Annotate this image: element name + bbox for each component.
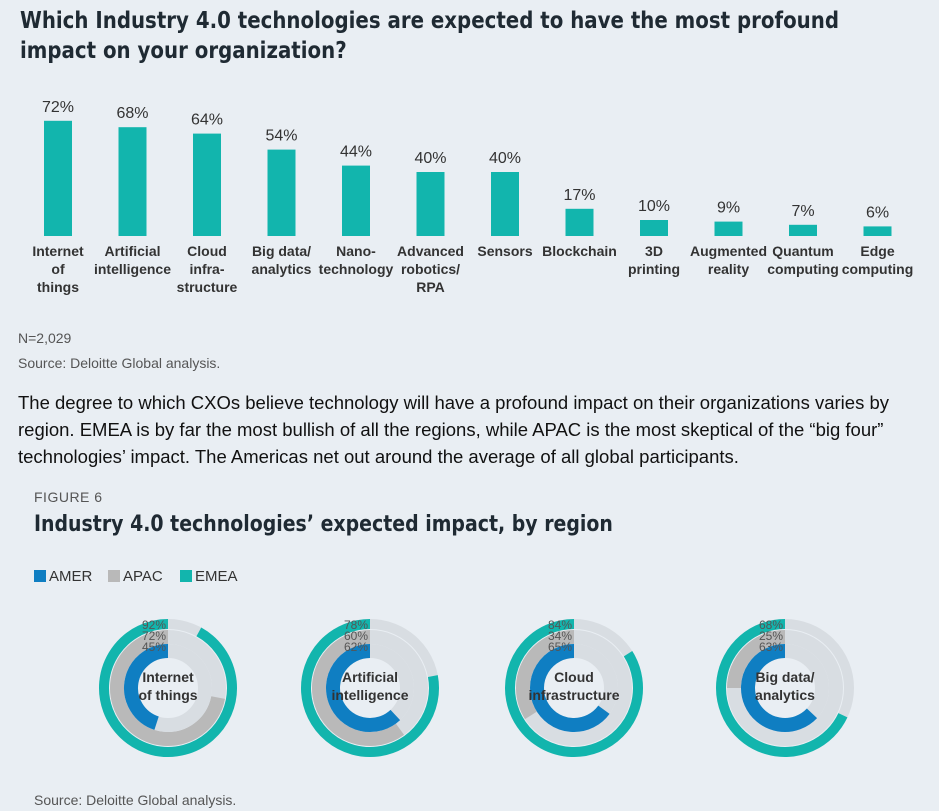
ring-arc-amer	[326, 644, 401, 732]
ring-value-label: 62%	[344, 640, 368, 654]
legend-swatch-amer	[34, 570, 46, 582]
category-label: Advanced robotics/RPA	[397, 243, 464, 295]
body-paragraph: The degree to which CXOs believe technol…	[18, 392, 890, 467]
ring-value-label: 78%	[344, 618, 368, 632]
ring-track	[741, 644, 829, 732]
ring-arc-amer	[124, 644, 169, 730]
radial-panel: 78%60%62% Artificial intelligence	[301, 618, 439, 757]
category-label: Sensors	[477, 243, 532, 259]
radial-panel: 92%72%45% Internet of things	[99, 618, 237, 757]
ring-track	[312, 630, 428, 746]
bar	[267, 149, 296, 236]
category-label: Cloud infra-structure	[177, 243, 238, 295]
category-label: Big data/analytics	[252, 243, 312, 277]
bar	[416, 172, 445, 236]
bar	[193, 133, 221, 236]
bar	[714, 221, 743, 236]
legend-label-apac: APAC	[123, 568, 163, 585]
bar-value-label: 17%	[563, 187, 595, 204]
category-label: Quantum computing	[767, 243, 839, 277]
ring-track	[530, 644, 618, 732]
ring-arc-apac	[727, 630, 786, 689]
ring-value-label: 45%	[142, 640, 166, 654]
bar-chart: 72% Internet of things 68% Artificial intellig…	[32, 99, 914, 295]
bar	[640, 220, 668, 236]
bar	[342, 165, 370, 236]
bar-value-label: 54%	[265, 128, 297, 145]
chart-title: Which Industry 4.0 technologies are expe…	[20, 8, 840, 64]
category-label: 3D printing	[628, 243, 680, 277]
ring-value-label: 25%	[759, 629, 783, 643]
bar	[565, 208, 594, 236]
figure-label: FIGURE 6	[34, 489, 103, 505]
ring-track	[326, 644, 414, 732]
ring-track	[99, 619, 237, 757]
bar-value-label: 7%	[791, 203, 814, 220]
ring-arc-emea	[505, 619, 643, 757]
ring-track	[301, 619, 439, 757]
legend-label-amer: AMER	[49, 568, 93, 585]
ring-track	[110, 630, 226, 746]
bar	[789, 224, 817, 236]
ring-arc-apac	[312, 630, 405, 746]
category-label: Artificial intelligence	[94, 243, 171, 277]
legend-emea: EMEA	[180, 568, 238, 585]
ring-arc-amer	[741, 644, 818, 732]
ring-center-label: Big data/analytics	[755, 669, 815, 703]
bar	[44, 120, 72, 236]
source-note-top: Source: Deloitte Global analysis.	[18, 355, 221, 371]
bar-value-label: 40%	[489, 150, 521, 167]
source-note-bottom: Source: Deloitte Global analysis.	[34, 792, 237, 808]
ring-value-label: 92%	[142, 618, 166, 632]
ring-value-label: 60%	[344, 629, 368, 643]
ring-track	[505, 619, 643, 757]
category-label: Blockchain	[542, 243, 617, 259]
legend-label-emea: EMEA	[195, 568, 238, 585]
bar-value-label: 10%	[638, 198, 670, 215]
ring-value-label: 72%	[142, 629, 166, 643]
category-label: Augmented reality	[690, 243, 767, 277]
radial-panel: 68%25%63% Big data/analytics	[716, 618, 854, 757]
ring-value-label: 68%	[759, 618, 783, 632]
bar	[491, 172, 519, 236]
category-label: Edge computing	[842, 243, 914, 277]
ring-center-label: Artificial intelligence	[331, 669, 408, 703]
ring-arc-emea	[716, 619, 848, 757]
bar-value-label: 64%	[191, 112, 223, 129]
ring-value-label: 63%	[759, 640, 783, 654]
ring-value-label: 34%	[548, 629, 572, 643]
ring-center-label: Internet of things	[138, 669, 197, 703]
category-label: Internet of things	[32, 243, 84, 295]
figure-title: Industry 4.0 technologies’ expected impa…	[34, 512, 613, 537]
ring-track	[124, 644, 212, 732]
legend-amer: AMER	[34, 568, 92, 585]
ring-arc-apac	[110, 630, 225, 746]
bar-value-label: 68%	[116, 105, 148, 122]
category-label: Nano-technology	[319, 243, 394, 277]
sample-size-note: N=2,029	[18, 330, 72, 346]
bar	[118, 127, 147, 236]
ring-value-label: 84%	[548, 618, 572, 632]
bar-value-label: 44%	[340, 144, 372, 161]
ring-track	[716, 619, 854, 757]
ring-track	[727, 630, 843, 746]
radial-panel: 84%34%65% Cloud infrastructure	[505, 618, 643, 757]
ring-arc-emea	[301, 619, 439, 757]
bar-value-label: 9%	[717, 200, 740, 217]
bar-value-label: 6%	[866, 204, 889, 221]
legend-apac: APAC	[108, 568, 163, 585]
ring-arc-emea	[99, 619, 237, 757]
legend-swatch-apac	[108, 570, 120, 582]
bar	[863, 226, 892, 236]
bar-value-label: 72%	[42, 99, 74, 116]
ring-arc-amer	[530, 644, 610, 732]
ring-center-label: Cloud infrastructure	[528, 669, 619, 703]
bar-value-label: 40%	[414, 150, 446, 167]
ring-track	[516, 630, 632, 746]
ring-arc-apac	[516, 630, 575, 720]
legend-swatch-emea	[180, 570, 192, 582]
ring-value-label: 65%	[548, 640, 572, 654]
